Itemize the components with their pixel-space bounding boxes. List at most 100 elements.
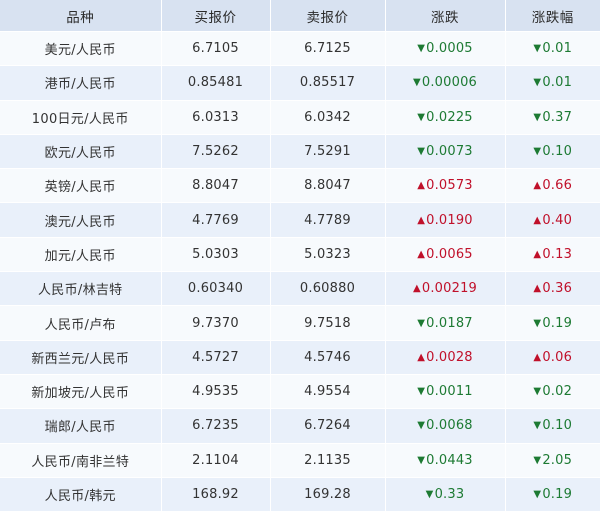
arrow-down-icon: ▼: [533, 146, 542, 158]
change-percent-value: 0.19: [542, 487, 573, 502]
change-percent-value: 0.06: [542, 349, 573, 365]
change-value: 0.00006: [421, 75, 478, 91]
bid-price: 2.1104: [161, 443, 271, 478]
currency-pair-name: 美元/人民币: [0, 31, 162, 67]
change: ▲0.0573: [385, 168, 506, 204]
change-percent-value: 0.02: [542, 384, 573, 400]
column-header-change[interactable]: 涨跌: [385, 0, 506, 32]
arrow-up-icon: ▲: [417, 351, 426, 363]
bid-price: 5.0303: [161, 237, 271, 273]
bid-price: 8.8047: [161, 168, 271, 204]
currency-pair-name: 加元/人民币: [0, 237, 162, 273]
change: ▼0.00006: [385, 65, 506, 101]
change-percent-value: 0.01: [542, 75, 573, 91]
change-percent: ▼0.01: [505, 65, 600, 101]
currency-pair-name: 人民币/林吉特: [0, 271, 162, 307]
bid-price: 4.9535: [161, 374, 271, 410]
arrow-down-icon: ▼: [417, 454, 426, 466]
currency-pair-name: 澳元/人民币: [0, 202, 162, 238]
change: ▼0.0011: [385, 374, 506, 410]
change-percent: ▲0.13: [505, 237, 600, 273]
currency-pair-name: 英镑/人民币: [0, 168, 162, 204]
table-row[interactable]: 新西兰元/人民币 4.5727 4.5746 ▲0.0028 ▲0.06: [0, 340, 600, 375]
arrow-down-icon: ▼: [425, 489, 434, 500]
change-percent-value: 0.40: [542, 212, 573, 228]
change-value: 0.0005: [426, 41, 473, 57]
change-value: 0.00219: [421, 281, 478, 297]
arrow-up-icon: ▲: [533, 351, 542, 363]
ask-price: 7.5291: [270, 134, 386, 170]
bid-price: 6.7105: [161, 31, 271, 67]
change-percent: ▲0.36: [505, 271, 600, 307]
ask-price: 2.1135: [270, 443, 386, 478]
change: ▼0.0187: [385, 305, 506, 341]
change-percent-value: 0.13: [542, 246, 573, 262]
currency-pair-name: 100日元/人民币: [0, 100, 162, 135]
table-row[interactable]: 人民币/林吉特 0.60340 0.60880 ▲0.00219 ▲0.36: [0, 271, 600, 307]
ask-price: 4.7789: [270, 202, 386, 238]
column-header-name[interactable]: 品种: [0, 0, 162, 32]
change-percent: ▼0.10: [505, 408, 600, 444]
change-percent: ▼0.02: [505, 374, 600, 410]
change-value: 0.0187: [426, 315, 473, 331]
table-row[interactable]: 瑞郎/人民币 6.7235 6.7264 ▼0.0068 ▼0.10: [0, 408, 600, 444]
change-value: 0.0028: [426, 349, 473, 365]
currency-pair-name: 新加坡元/人民币: [0, 374, 162, 410]
change: ▲0.0028: [385, 340, 506, 375]
table-row[interactable]: 新加坡元/人民币 4.9535 4.9554 ▼0.0011 ▼0.02: [0, 374, 600, 410]
ask-price: 9.7518: [270, 305, 386, 341]
currency-pair-name: 人民币/韩元: [0, 477, 162, 512]
currency-pair-name: 港币/人民币: [0, 65, 162, 101]
arrow-up-icon: ▲: [417, 180, 426, 192]
arrow-down-icon: ▼: [533, 386, 542, 398]
arrow-down-icon: ▼: [417, 317, 426, 329]
ask-price: 8.8047: [270, 168, 386, 204]
column-header-ask[interactable]: 卖报价: [270, 0, 386, 32]
change: ▼0.0005: [385, 31, 506, 67]
change-percent: ▼2.05: [505, 443, 600, 478]
change-value: 0.0190: [426, 212, 473, 228]
change: ▲0.00219: [385, 271, 506, 307]
change-percent-value: 0.01: [542, 41, 573, 57]
change: ▼0.0068: [385, 408, 506, 444]
change-percent-value: 0.36: [542, 281, 573, 297]
ask-price: 0.60880: [270, 271, 386, 307]
table-row[interactable]: 美元/人民币 6.7105 6.7125 ▼0.0005 ▼0.01: [0, 31, 600, 67]
table-header-row: 品种 买报价 卖报价 涨跌 涨跌幅: [0, 0, 600, 32]
arrow-up-icon: ▲: [533, 248, 542, 260]
arrow-up-icon: ▲: [533, 180, 542, 192]
change-percent-value: 0.66: [542, 178, 573, 194]
table-row[interactable]: 人民币/卢布 9.7370 9.7518 ▼0.0187 ▼0.19: [0, 305, 600, 341]
bid-price: 168.92: [161, 477, 271, 512]
arrow-down-icon: ▼: [533, 489, 542, 500]
table-row[interactable]: 港币/人民币 0.85481 0.85517 ▼0.00006 ▼0.01: [0, 65, 600, 101]
arrow-up-icon: ▲: [533, 214, 542, 226]
table-row[interactable]: 人民币/南非兰特 2.1104 2.1135 ▼0.0443 ▼2.05: [0, 443, 600, 478]
change: ▲0.0190: [385, 202, 506, 238]
table-row[interactable]: 澳元/人民币 4.7769 4.7789 ▲0.0190 ▲0.40: [0, 202, 600, 238]
change: ▼0.0073: [385, 134, 506, 170]
table-row[interactable]: 100日元/人民币 6.0313 6.0342 ▼0.0225 ▼0.37: [0, 100, 600, 135]
arrow-up-icon: ▲: [412, 283, 421, 295]
bid-price: 4.7769: [161, 202, 271, 238]
change: ▲0.0065: [385, 237, 506, 273]
column-header-change-percent[interactable]: 涨跌幅: [505, 0, 600, 32]
arrow-down-icon: ▼: [417, 111, 426, 123]
column-header-bid[interactable]: 买报价: [161, 0, 271, 32]
change-percent-value: 0.37: [542, 109, 573, 125]
arrow-down-icon: ▼: [417, 146, 426, 158]
change-percent: ▼0.19: [505, 477, 600, 512]
table-row[interactable]: 欧元/人民币 7.5262 7.5291 ▼0.0073 ▼0.10: [0, 134, 600, 170]
arrow-up-icon: ▲: [417, 248, 426, 260]
change-percent-value: 0.10: [542, 144, 573, 160]
table-row[interactable]: 加元/人民币 5.0303 5.0323 ▲0.0065 ▲0.13: [0, 237, 600, 273]
bid-price: 0.85481: [161, 65, 271, 101]
table-row[interactable]: 英镑/人民币 8.8047 8.8047 ▲0.0573 ▲0.66: [0, 168, 600, 204]
table-row[interactable]: 人民币/韩元 168.92 169.28 ▼0.33 ▼0.19: [0, 477, 600, 512]
change-value: 0.33: [434, 487, 465, 502]
ask-price: 6.7264: [270, 408, 386, 444]
arrow-down-icon: ▼: [417, 43, 426, 55]
change-value: 0.0065: [426, 246, 473, 262]
change-value: 0.0011: [426, 384, 473, 400]
